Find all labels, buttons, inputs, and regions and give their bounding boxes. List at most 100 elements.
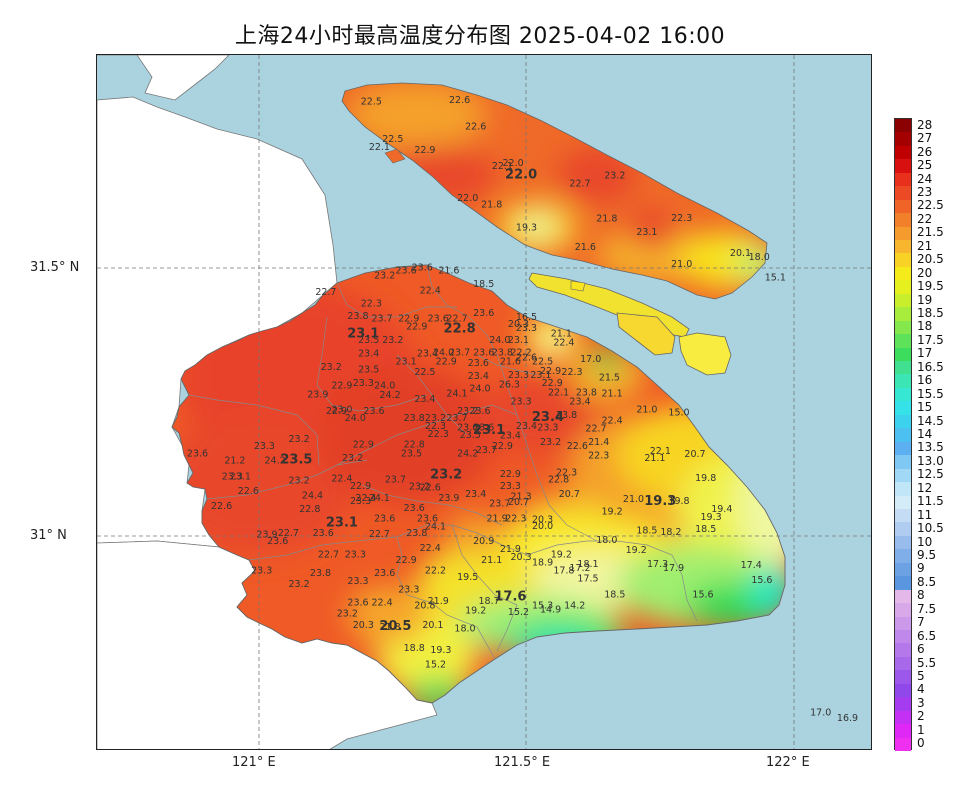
station-value: 23.5: [358, 335, 379, 346]
station-value: 22.9: [436, 357, 457, 368]
legend-swatch: [895, 508, 911, 523]
station-value: 23.3: [500, 481, 521, 492]
station-value: 23.2: [374, 271, 395, 282]
legend-label: 0: [917, 736, 925, 751]
station-value: 23.7: [385, 474, 406, 485]
station-value: 23.3: [353, 378, 374, 389]
station-value: 21.1: [551, 329, 572, 340]
station-value: 23.6: [469, 406, 490, 417]
station-value: 21.1: [644, 453, 665, 464]
station-value: 24.2: [265, 456, 286, 467]
hengsha-island: [616, 312, 676, 356]
legend-swatch: [895, 616, 911, 631]
legend-label: 21.5: [917, 225, 944, 240]
station-value: 23.6: [412, 263, 433, 274]
station-value: 23.1: [636, 227, 657, 238]
station-value: 24.0: [469, 383, 490, 394]
lon-tick-121.5: 121.5° E: [494, 755, 551, 770]
station-value: 15.3: [532, 600, 553, 611]
station-value: 23.1: [530, 370, 551, 381]
legend-swatch: [895, 186, 911, 201]
station-value: 20.3: [508, 319, 529, 330]
legend-label: 11.5: [917, 494, 944, 509]
station-value: 19.8: [695, 473, 716, 484]
district-labels: 22.022.823.123.423.123.523.219.323.117.6…: [280, 168, 676, 634]
legend-swatch: [895, 119, 911, 133]
legend-swatch: [895, 361, 911, 375]
legend-swatch: [895, 428, 911, 443]
legend-swatch: [895, 482, 911, 496]
station-value: 23.7: [449, 347, 470, 358]
station-value: 23.5: [401, 449, 422, 460]
district-mean-value: 22.0: [505, 168, 537, 183]
station-value: 23.3: [511, 397, 532, 408]
station-value: 23.8: [347, 311, 368, 322]
station-value: 15.1: [765, 272, 786, 283]
station-value: 21.0: [671, 259, 692, 270]
station-value: 23.6: [374, 568, 395, 579]
legend-label: 28: [917, 117, 933, 132]
district-mean-value: 22.8: [444, 321, 476, 336]
station-value: 20.7: [508, 497, 529, 508]
station-value: 22.9: [396, 555, 417, 566]
station-value: 22.9: [350, 481, 371, 492]
station-value: 18.0: [454, 623, 475, 634]
district-mean-value: 23.2: [430, 468, 462, 483]
station-value: 23.4: [465, 489, 486, 500]
station-value: 23.4: [468, 371, 489, 382]
station-value: 22.4: [553, 338, 574, 349]
station-value: 23.9: [307, 390, 328, 401]
station-value: 22.5: [532, 357, 553, 368]
district-mean-value: 17.6: [494, 589, 526, 604]
station-value: 22.7: [369, 529, 390, 540]
station-value: 19.4: [711, 504, 732, 515]
legend-label: 14.5: [917, 413, 944, 428]
legend-swatch: [895, 320, 911, 335]
station-value: 22.9: [353, 440, 374, 451]
legend-swatch: [895, 737, 911, 752]
station-value: 23.9: [256, 530, 277, 541]
station-value: 14.9: [540, 605, 561, 616]
station-value: 22.4: [331, 473, 352, 484]
station-value: 17.4: [741, 560, 762, 571]
legend-swatch: [895, 159, 911, 174]
legend-label: 15: [917, 400, 933, 415]
station-value: 23.5: [358, 365, 379, 376]
station-value: 23.3: [516, 323, 537, 334]
legend-label: 3: [917, 695, 925, 710]
district-mean-value: 23.5: [280, 453, 312, 468]
legend-swatch: [895, 549, 911, 564]
station-value: 23.8: [556, 410, 577, 421]
small-islet: [384, 148, 406, 164]
station-value: 19.2: [465, 606, 486, 617]
station-value: 21.8: [481, 199, 502, 210]
legend-label: 12.5: [917, 467, 944, 482]
chongming-outline: [341, 82, 768, 300]
station-value: 23.2: [289, 434, 310, 445]
station-value: 23.6: [363, 406, 384, 417]
station-value: 21.5: [599, 373, 620, 384]
station-value: 22.0: [503, 158, 524, 169]
station-value: 24.0: [374, 381, 395, 392]
legend-swatch: [895, 683, 911, 698]
legend-swatch: [895, 414, 911, 429]
station-value: 23.6: [428, 314, 449, 325]
legend-swatch: [895, 535, 911, 550]
legend-swatch: [895, 710, 911, 725]
station-value: 23.2: [321, 362, 342, 373]
station-value: 19.3: [701, 512, 722, 523]
station-value: 23.4: [358, 348, 379, 359]
legend-label: 15.5: [917, 386, 944, 401]
station-value: 21.6: [575, 242, 596, 253]
station-value: 17.0: [580, 354, 601, 365]
station-value: 18.7: [479, 596, 500, 607]
station-value: 15.6: [692, 590, 713, 601]
station-value: 22.4: [372, 598, 393, 609]
station-value: 24.1: [446, 389, 467, 400]
station-value: 23.4: [516, 421, 537, 432]
station-value: 22.2: [425, 566, 446, 577]
station-value: 23.6: [468, 358, 489, 369]
station-value: 22.9: [398, 314, 419, 325]
legend-swatch: [895, 199, 911, 214]
station-value: 20.8: [414, 600, 435, 611]
